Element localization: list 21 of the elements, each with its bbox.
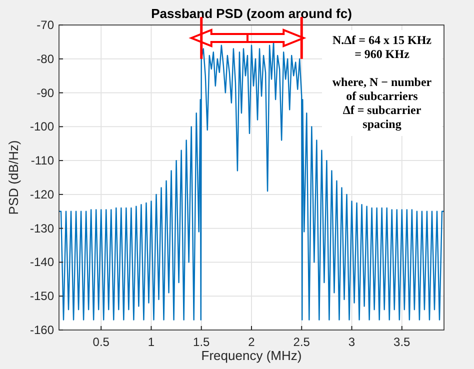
y-tick-label: -160: [30, 323, 54, 337]
x-tick-label: 1: [148, 335, 155, 349]
x-tick-label: 3.5: [394, 335, 411, 349]
annotation: N.Δf = 64 x 15 KHz = 960 KHz where, N − number of subcarriers Δf = subcarrier spacing: [332, 33, 432, 131]
y-tick-label: -130: [30, 221, 54, 236]
x-tick-label: 1.5: [193, 335, 210, 349]
x-tick-label: 0.5: [92, 335, 110, 349]
y-tick-label: -100: [30, 120, 54, 134]
y-tick-label: -80: [36, 52, 54, 66]
y-tick-label: -140: [30, 255, 54, 270]
x-tick-label: 2.5: [293, 335, 310, 349]
y-tick-label: -90: [36, 86, 54, 100]
x-tick-label: 2: [248, 335, 256, 349]
y-tick-label: -70: [36, 18, 54, 32]
y-tick-label: -150: [30, 289, 54, 304]
chart-title: Passband PSD (zoom around fc): [151, 6, 352, 21]
x-tick-label: 3: [348, 335, 356, 349]
y-axis-title: PSD (dB/Hz): [6, 140, 21, 215]
y-tick-label: -110: [30, 154, 54, 168]
x-axis-title: Frequency (MHz): [201, 348, 302, 363]
y-tick-label: -120: [30, 187, 54, 202]
